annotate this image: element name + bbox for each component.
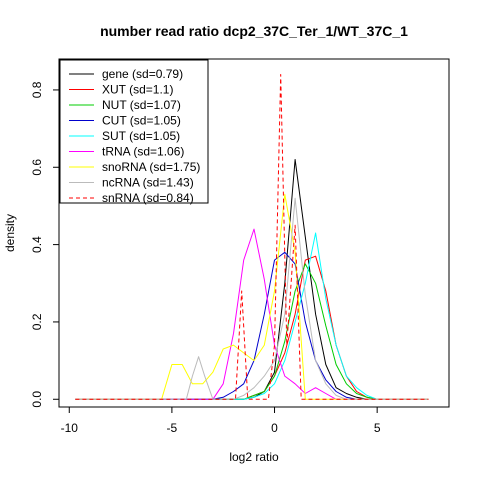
series-line-4 <box>75 232 429 400</box>
legend-label: snRNA (sd=0.84) <box>102 191 194 205</box>
legend-label: snoRNA (sd=1.75) <box>102 160 200 174</box>
x-tick-label: 0 <box>271 421 278 435</box>
y-axis-label: density <box>3 214 17 252</box>
plot-area <box>75 74 429 400</box>
y-tick-label: 0.6 <box>30 159 44 176</box>
legend-label: NUT (sd=1.07) <box>102 98 181 112</box>
legend-label: gene (sd=0.79) <box>102 67 183 81</box>
legend-label: XUT (sd=1.1) <box>102 83 173 97</box>
y-tick-label: 0.0 <box>30 391 44 408</box>
chart-title: number read ratio dcp2_37C_Ter_1/WT_37C_… <box>100 23 408 39</box>
y-tick-label: 0.4 <box>30 236 44 253</box>
x-axis-label: log2 ratio <box>229 450 279 464</box>
x-tick-label: -10 <box>61 421 79 435</box>
legend: gene (sd=0.79) XUT (sd=1.1)NUT (sd=1.07) C… <box>59 59 209 205</box>
y-tick-label: 0.8 <box>30 81 44 98</box>
series-line-5 <box>75 228 429 400</box>
legend-box <box>59 59 209 204</box>
series-line-0 <box>75 159 429 400</box>
legend-label: ncRNA (sd=1.43) <box>102 176 194 190</box>
x-axis: -10 -5 0 5 <box>61 406 381 435</box>
x-tick-label: 5 <box>374 421 381 435</box>
series-line-7 <box>75 197 429 400</box>
series-line-8 <box>75 74 429 400</box>
y-axis: 0.0 0.2 0.4 0.6 0.8 <box>30 81 60 408</box>
x-tick-label: -5 <box>167 421 178 435</box>
legend-label: tRNA (sd=1.06) <box>102 145 184 159</box>
series-line-2 <box>75 263 429 400</box>
y-tick-label: 0.2 <box>30 313 44 330</box>
legend-label: SUT (sd=1.05) <box>102 129 180 143</box>
legend-label: CUT (sd=1.05) <box>102 114 181 128</box>
